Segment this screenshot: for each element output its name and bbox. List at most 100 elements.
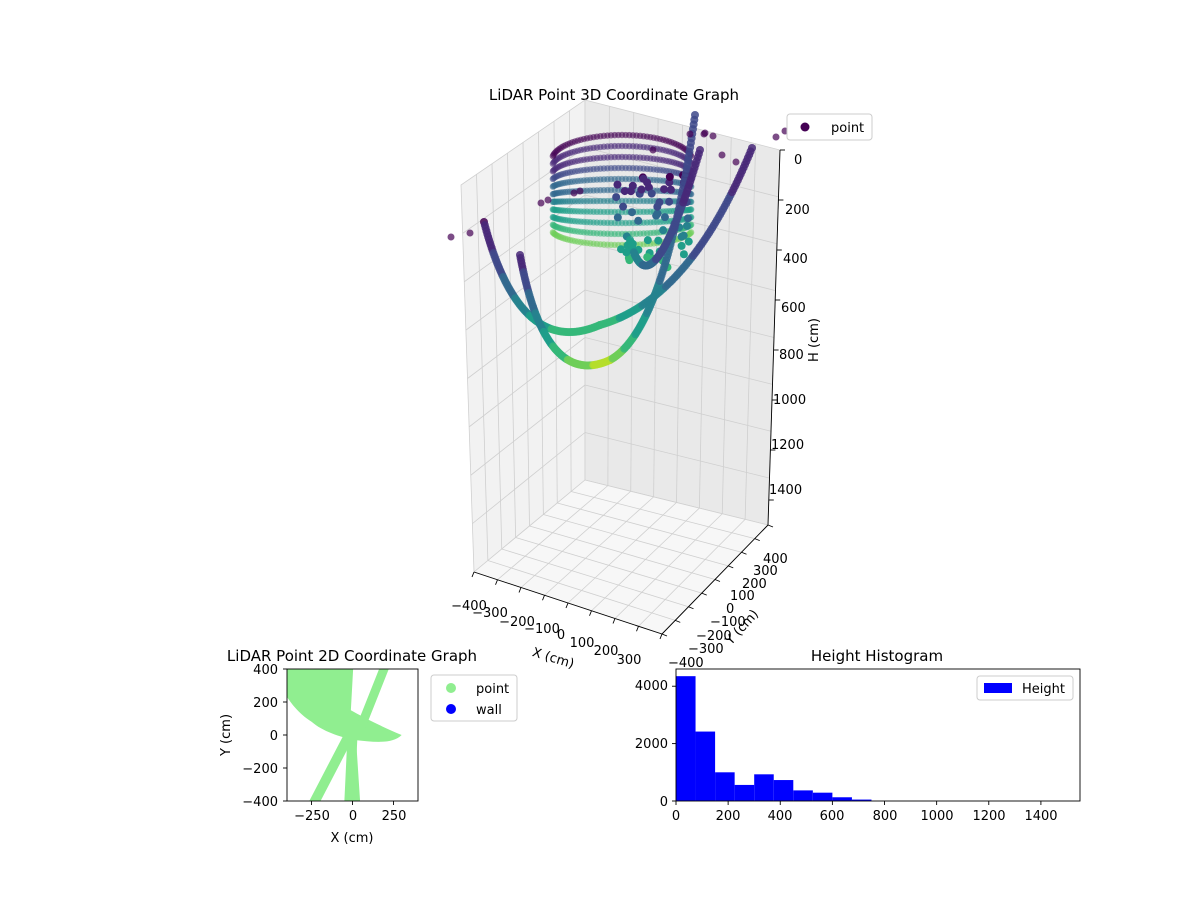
3d-point <box>661 213 669 221</box>
3d-point <box>683 222 691 230</box>
3d-y-tick-label: 0 <box>726 602 734 617</box>
3d-point <box>550 206 556 212</box>
3d-y-tick <box>675 620 680 622</box>
3d-point <box>680 250 688 258</box>
3d-z-tick-label: 600 <box>781 301 806 316</box>
2d-legend-label-point: point <box>476 682 509 697</box>
3d-x-tick <box>496 580 498 585</box>
histogram-bar <box>832 797 852 801</box>
3d-point <box>621 187 629 195</box>
3d-x-tick <box>543 595 545 600</box>
2d-x-axis-label: X (cm) <box>331 831 374 846</box>
histogram-bar <box>735 785 755 801</box>
3d-point <box>619 203 627 211</box>
3d-point <box>613 181 621 189</box>
2d-y-tick-label: 400 <box>253 663 278 678</box>
3d-point <box>667 186 675 194</box>
histogram-x-tick-label: 0 <box>672 809 680 824</box>
3d-point <box>637 186 645 194</box>
3d-legend-label: point <box>831 121 864 136</box>
3d-point <box>634 217 642 225</box>
3d-point <box>545 197 552 204</box>
3d-point <box>571 190 578 197</box>
3d-point <box>666 173 674 181</box>
histogram-bar <box>754 774 774 801</box>
histogram-bar <box>676 676 696 801</box>
3d-x-tick-label: 300 <box>617 653 642 668</box>
3d-point <box>550 183 556 189</box>
3d-x-tick <box>637 626 639 631</box>
3d-y-tick <box>755 539 760 541</box>
2d-x-tick-label: 250 <box>382 809 407 824</box>
3d-point <box>678 242 686 250</box>
3d-point <box>773 134 780 141</box>
3d-x-tick <box>613 619 615 624</box>
2d-y-tick-label: −200 <box>242 762 278 777</box>
2d-y-axis-label: Y (cm) <box>219 714 234 757</box>
3d-point <box>665 198 673 206</box>
3d-point <box>639 175 647 183</box>
3d-x-tick-label: −100 <box>524 622 560 637</box>
2d-y-tick-labels: 400 200 0 −200 −400 <box>242 663 278 810</box>
3d-y-tick <box>768 525 773 527</box>
2d-scatter-panel: LiDAR Point 2D Coordinate Graph −250 0 2… <box>219 647 517 846</box>
point-cloud-strand <box>352 742 356 805</box>
histogram-bar <box>813 793 833 801</box>
3d-point <box>614 213 622 221</box>
3d-chart-title: LiDAR Point 3D Coordinate Graph <box>489 86 739 104</box>
3d-y-tick <box>662 634 667 636</box>
histogram-x-tick-label: 1400 <box>1024 809 1057 824</box>
3d-z-tick-label: 0 <box>794 153 802 168</box>
histogram-x-tick-label: 600 <box>820 809 845 824</box>
3d-point <box>719 152 726 159</box>
2d-legend-marker-wall <box>446 704 456 714</box>
3d-z-tick-label: 800 <box>779 348 804 363</box>
3d-y-tick <box>742 552 747 554</box>
histogram-y-tick-label: 0 <box>660 795 668 810</box>
3d-legend-marker <box>801 123 810 132</box>
3d-point <box>691 111 699 119</box>
histogram-legend-swatch <box>984 683 1012 693</box>
3d-point <box>696 146 704 154</box>
2d-legend-label-wall: wall <box>476 703 502 718</box>
2d-x-tick-label: 0 <box>349 809 357 824</box>
3d-point <box>629 182 637 190</box>
histogram-x-tick-label: 1200 <box>972 809 1005 824</box>
3d-point <box>702 130 709 137</box>
2d-y-tick-label: −400 <box>242 795 278 810</box>
3d-point <box>650 147 657 154</box>
3d-point <box>654 237 662 245</box>
3d-y-tick <box>715 580 720 582</box>
histogram-panel: Height Histogram 0 200 400 600 800 1000 … <box>635 647 1080 824</box>
2d-legend-marker-point <box>446 683 456 693</box>
2d-x-tick-label: −250 <box>294 809 330 824</box>
3d-y-tick <box>689 607 694 609</box>
3d-y-tick-label: −300 <box>688 642 724 657</box>
3d-point <box>538 200 545 207</box>
3d-y-tick <box>728 566 733 568</box>
3d-legend: point <box>787 114 872 140</box>
histogram-x-tick-label: 800 <box>873 809 898 824</box>
3d-x-tick-label: 0 <box>557 628 565 643</box>
3d-y-tick-label: 400 <box>763 552 788 567</box>
histogram-y-tick-label: 2000 <box>635 737 668 752</box>
histogram-title: Height Histogram <box>811 647 943 665</box>
3d-x-tick <box>519 588 521 593</box>
3d-point <box>550 214 556 220</box>
3d-point <box>550 229 556 235</box>
2d-x-tick-labels: −250 0 250 <box>294 809 406 824</box>
3d-point <box>612 193 620 201</box>
3d-scatter-panel: LiDAR Point 3D Coordinate Graph −400 −30… <box>448 86 873 672</box>
3d-x-tick <box>660 634 662 639</box>
3d-z-tick-label: 1200 <box>771 438 804 453</box>
3d-y-tick-label: 200 <box>742 577 767 592</box>
3d-point <box>648 190 656 198</box>
2d-legend: point wall <box>431 675 517 721</box>
3d-point <box>652 212 660 220</box>
3d-point <box>678 233 686 241</box>
histogram-bar <box>696 732 716 801</box>
3d-point <box>577 188 584 195</box>
3d-point <box>628 208 636 216</box>
3d-point <box>467 230 474 237</box>
